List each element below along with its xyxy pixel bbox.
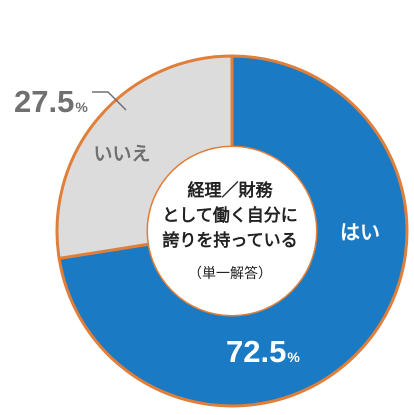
center-title-line-2: として働く自分に bbox=[162, 205, 298, 226]
center-title-line-3: 誇りを持っている bbox=[162, 230, 297, 251]
value-label-no: 27.5% bbox=[14, 84, 88, 119]
center-title-line-1: 経理／財務 bbox=[188, 180, 274, 201]
value-no-unit: % bbox=[75, 99, 88, 115]
center-note: （単一解答） bbox=[188, 265, 272, 282]
slice-label-yes: はい bbox=[340, 220, 380, 244]
value-yes-unit: % bbox=[287, 349, 300, 365]
value-no-number: 27.5 bbox=[14, 84, 74, 119]
slice-label-no: いいえ bbox=[93, 143, 150, 165]
value-yes-number: 72.5 bbox=[226, 334, 286, 369]
